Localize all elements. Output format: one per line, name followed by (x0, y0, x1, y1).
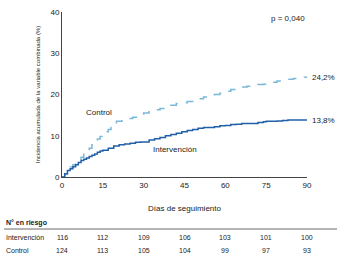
svg-text:30: 30 (50, 49, 59, 58)
svg-text:10: 10 (50, 132, 59, 141)
svg-text:Control: Control (6, 247, 29, 254)
svg-text:Control: Control (86, 108, 112, 117)
svg-text:60: 60 (221, 181, 230, 190)
svg-text:104: 104 (179, 247, 191, 254)
svg-text:75: 75 (262, 181, 271, 190)
svg-text:0: 0 (55, 173, 60, 182)
svg-text:113: 113 (97, 247, 108, 254)
svg-text:45: 45 (180, 181, 189, 190)
svg-text:Intervención: Intervención (6, 234, 44, 241)
svg-text:24,2%: 24,2% (312, 73, 335, 82)
svg-text:106: 106 (179, 234, 191, 241)
svg-text:97: 97 (262, 247, 270, 254)
svg-text:99: 99 (221, 247, 229, 254)
svg-text:109: 109 (138, 234, 150, 241)
svg-text:13,8%: 13,8% (312, 116, 335, 125)
svg-text:116: 116 (57, 234, 68, 241)
svg-text:Incidencia acumulada de la var: Incidencia acumulada de la variable comb… (35, 26, 41, 163)
svg-text:101: 101 (260, 234, 272, 241)
svg-text:0: 0 (60, 181, 65, 190)
svg-text:30: 30 (139, 181, 148, 190)
svg-text:103: 103 (219, 234, 231, 241)
svg-text:100: 100 (301, 234, 313, 241)
svg-text:Días de seguimiento: Días de seguimiento (148, 204, 221, 213)
svg-text:Intervención: Intervención (153, 145, 197, 154)
svg-text:15: 15 (98, 181, 107, 190)
svg-text:90: 90 (303, 181, 312, 190)
svg-text:20: 20 (50, 90, 59, 99)
svg-text:N° en riesgo: N° en riesgo (6, 219, 47, 227)
svg-text:124: 124 (56, 247, 68, 254)
svg-text:93: 93 (303, 247, 311, 254)
svg-text:p = 0,040: p = 0,040 (271, 14, 305, 23)
svg-text:112: 112 (97, 234, 108, 241)
svg-text:105: 105 (138, 247, 150, 254)
svg-text:40: 40 (50, 8, 59, 17)
